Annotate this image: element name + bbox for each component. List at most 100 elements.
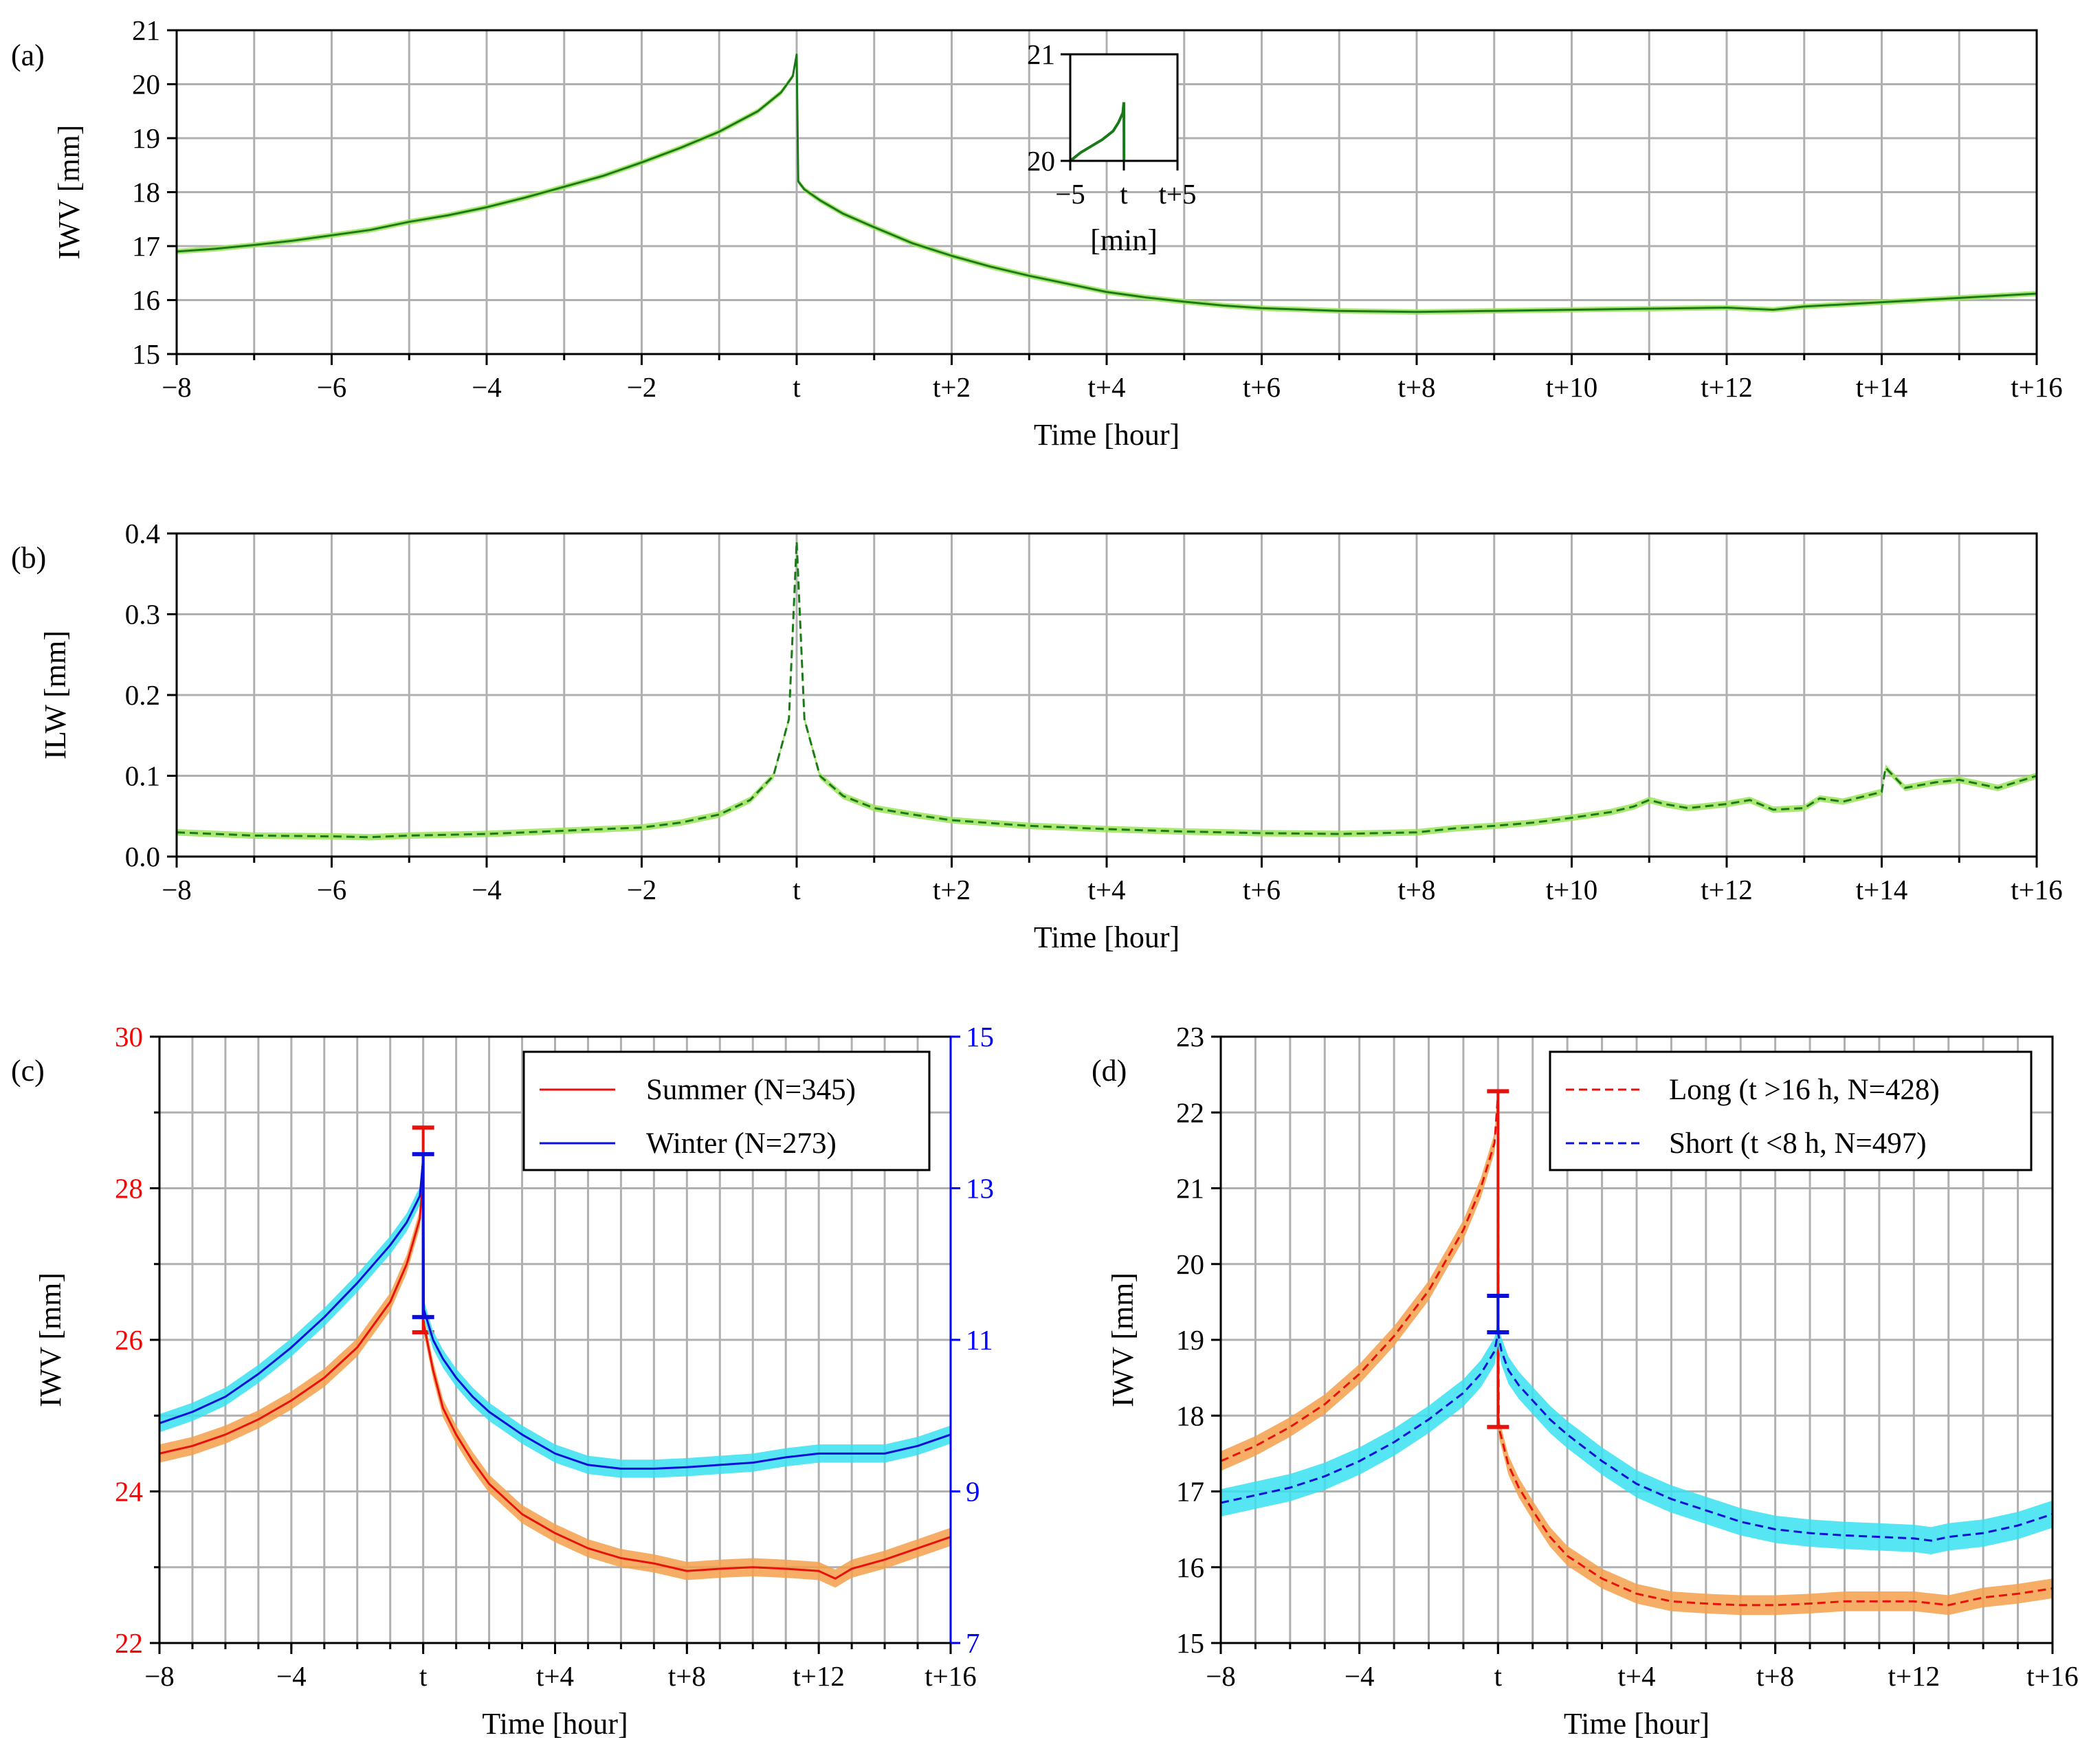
series-line bbox=[1220, 1092, 2053, 1607]
series-line bbox=[176, 53, 2037, 313]
x-tick-label: t+8 bbox=[668, 1660, 706, 1692]
y-axis-label: ILW [mm] bbox=[38, 630, 72, 760]
x-tick-label: t+4 bbox=[1617, 1660, 1655, 1692]
x-tick-label: t+8 bbox=[1756, 1660, 1794, 1692]
confidence-band bbox=[1221, 1319, 2053, 1555]
y-tick-label: 16 bbox=[1176, 1552, 1204, 1583]
y-tick-label: 30 bbox=[115, 1021, 143, 1052]
x-tick-label: t+2 bbox=[933, 371, 971, 403]
panel-label: (b) bbox=[11, 541, 46, 575]
x-tick-label: −2 bbox=[627, 874, 657, 905]
legend-entry: Long (t >16 h, N=428) bbox=[1669, 1074, 1940, 1106]
panel-d: −8 −4 t t+4 t+8 t+12 t+16 Time [hour] 15 16 17 18 19… bbox=[1092, 1021, 2079, 1741]
y-tick-label: 18 bbox=[1176, 1400, 1204, 1431]
x-tick-label: t bbox=[419, 1660, 428, 1692]
x-tick-label: t+16 bbox=[2011, 371, 2063, 403]
inset-y-tick-label: 20 bbox=[1027, 145, 1055, 177]
inset-x-tick-label: −5 bbox=[1055, 178, 1085, 210]
y-tick-label: 19 bbox=[132, 122, 160, 154]
y-tick-label: 15 bbox=[132, 338, 160, 370]
x-tick-label: −8 bbox=[162, 874, 192, 905]
legend-box bbox=[1549, 1050, 2033, 1171]
y-tick-label: 20 bbox=[132, 69, 160, 100]
x-axis-label: Time [hour] bbox=[482, 1707, 628, 1741]
x-tick-label: −2 bbox=[627, 371, 657, 403]
y-tick-label-right: 7 bbox=[966, 1627, 980, 1659]
y-axis-label: IWV [mm] bbox=[34, 1272, 67, 1407]
legend-entry: Short (t <8 h, N=497) bbox=[1669, 1127, 1927, 1160]
x-axis-label: Time [hour] bbox=[1034, 920, 1180, 954]
y-tick-label: 16 bbox=[132, 285, 160, 316]
x-tick-label: t+4 bbox=[1087, 874, 1125, 905]
x-tick-label: −8 bbox=[144, 1660, 175, 1692]
y-tick-label-right: 11 bbox=[966, 1324, 993, 1356]
x-tick-label: t+14 bbox=[1856, 874, 1908, 905]
series-line bbox=[159, 1156, 951, 1470]
x-tick-label: t+14 bbox=[1856, 371, 1908, 403]
y-tick-label: 0.3 bbox=[125, 599, 160, 630]
x-tick-label: t bbox=[793, 371, 801, 403]
y-tick-label-right: 13 bbox=[966, 1173, 994, 1204]
x-tick-label: t+12 bbox=[1701, 371, 1753, 403]
y-tick-label: 17 bbox=[132, 230, 160, 262]
legend-entry: Winter (N=273) bbox=[646, 1127, 837, 1160]
inset-x-axis-label: [min] bbox=[1090, 223, 1158, 257]
x-tick-label: t+12 bbox=[1888, 1660, 1940, 1692]
confidence-band bbox=[1221, 1083, 2053, 1616]
y-tick-label-right: 9 bbox=[966, 1476, 980, 1508]
inset-x-tick-label: t+5 bbox=[1158, 178, 1196, 210]
panel-label: (c) bbox=[11, 1054, 45, 1088]
x-tick-label: t+10 bbox=[1546, 371, 1598, 403]
x-tick-label: t+12 bbox=[1701, 874, 1753, 905]
x-tick-label: −8 bbox=[1206, 1660, 1236, 1692]
x-tick-label: t+2 bbox=[933, 874, 971, 905]
legend-entry: Summer (N=345) bbox=[646, 1074, 856, 1106]
x-tick-label: t+16 bbox=[2026, 1660, 2079, 1692]
panel-b: −8 −6 −4 −2 t t+2 t+4 t+6 t+8 t+10 t+12 t+14 t+16 Tim… bbox=[11, 518, 2063, 954]
y-tick-label: 21 bbox=[1176, 1173, 1204, 1204]
x-tick-label: t+8 bbox=[1397, 371, 1435, 403]
y-tick-label: 18 bbox=[132, 177, 160, 208]
x-axis-label: Time [hour] bbox=[1564, 1707, 1710, 1741]
y-tick-label: 0.1 bbox=[125, 760, 160, 792]
y-tick-label: 23 bbox=[1176, 1021, 1204, 1052]
y-tick-label: 19 bbox=[1176, 1324, 1204, 1356]
confidence-band bbox=[159, 1149, 951, 1478]
x-tick-label: −6 bbox=[317, 874, 347, 905]
x-tick-label: −4 bbox=[1345, 1660, 1375, 1692]
y-axis-label: IWV [mm] bbox=[1106, 1272, 1140, 1407]
x-tick-label: t+8 bbox=[1397, 874, 1435, 905]
x-tick-label: −6 bbox=[317, 371, 347, 403]
y-tick-label: 0.2 bbox=[125, 679, 160, 711]
series-line bbox=[159, 1164, 951, 1580]
x-tick-label: −4 bbox=[472, 371, 502, 403]
y-axis-label: IWV [mm] bbox=[52, 125, 86, 260]
y-tick-label: 0.4 bbox=[125, 518, 160, 549]
panel-label: (a) bbox=[11, 38, 45, 72]
series-line bbox=[176, 540, 2037, 839]
legend: Long (t >16 h, N=428) Short (t <8 h, N=49… bbox=[1549, 1050, 2033, 1171]
x-tick-label: −8 bbox=[162, 371, 192, 403]
panel-label: (d) bbox=[1092, 1054, 1127, 1088]
x-tick-label: t+6 bbox=[1243, 371, 1281, 403]
y-tick-label: 28 bbox=[115, 1173, 143, 1204]
panel-c: −8 −4 t t+4 t+8 t+12 t+16 Time [hour] 22 24 26 28 30… bbox=[11, 1021, 994, 1741]
y-tick-label: 20 bbox=[1176, 1248, 1204, 1280]
inset-x-tick-label: t bbox=[1120, 178, 1128, 210]
x-tick-label: −4 bbox=[276, 1660, 307, 1692]
y-tick-label: 22 bbox=[1176, 1096, 1204, 1128]
y-tick-label-right: 15 bbox=[966, 1021, 994, 1052]
x-axis-label: Time [hour] bbox=[1034, 418, 1180, 452]
x-tick-label: −4 bbox=[472, 874, 502, 905]
inset-series-line bbox=[1069, 102, 1126, 162]
x-tick-label: t bbox=[1494, 1660, 1503, 1692]
inset-y-tick-label: 21 bbox=[1027, 38, 1055, 70]
y-tick-label: 15 bbox=[1176, 1627, 1204, 1659]
x-tick-label: t+4 bbox=[536, 1660, 574, 1692]
y-tick-label: 0.0 bbox=[125, 841, 160, 872]
x-tick-label: t+6 bbox=[1243, 874, 1281, 905]
y-tick-label: 26 bbox=[115, 1324, 143, 1356]
x-tick-label: t+4 bbox=[1087, 371, 1125, 403]
y-tick-label: 21 bbox=[132, 14, 160, 46]
